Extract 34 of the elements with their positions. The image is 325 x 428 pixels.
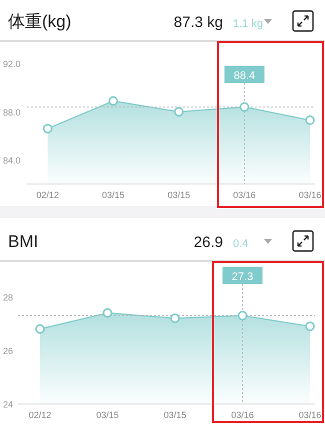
y-tick-label: 28 (3, 292, 14, 302)
y-tick-label: 88.0 (3, 107, 21, 118)
point (305, 115, 315, 126)
text: 87.3 kg (174, 14, 223, 31)
point (170, 313, 180, 324)
text: 0.4 (233, 238, 248, 250)
y-tick-label: 24 (3, 400, 14, 410)
data-label: 88.4 (234, 70, 256, 82)
chart-title: BMI (8, 232, 38, 251)
data-label: 27.3 (232, 271, 254, 283)
chart-title: 体重(kg) (8, 12, 72, 31)
text: 26.9 (194, 234, 223, 251)
point (102, 308, 112, 318)
point (305, 322, 315, 332)
point (35, 324, 45, 334)
x-tick-label: 03/15 (102, 190, 125, 200)
x-tick-label: 03/16 (298, 190, 322, 200)
y-tick-label: 26 (3, 346, 14, 356)
x-tick-label: 02/12 (36, 190, 59, 200)
y-tick-label: 84.0 (3, 155, 21, 166)
y-tick-label: 92.0 (3, 59, 21, 70)
x-tick-label: 02/12 (28, 410, 52, 420)
point (108, 96, 118, 106)
x-tick-label: 03/15 (168, 190, 190, 200)
point (240, 102, 250, 112)
x-tick-label: 03/15 (96, 410, 119, 420)
text: 1.1 kg (233, 18, 263, 30)
x-tick-label: 03/15 (164, 410, 186, 420)
point (238, 310, 248, 320)
x-tick-label: 03/16 (233, 190, 256, 200)
x-tick-label: 03/16 (298, 410, 322, 420)
point (42, 124, 52, 134)
x-tick-label: 03/16 (231, 410, 254, 420)
point (174, 106, 184, 117)
